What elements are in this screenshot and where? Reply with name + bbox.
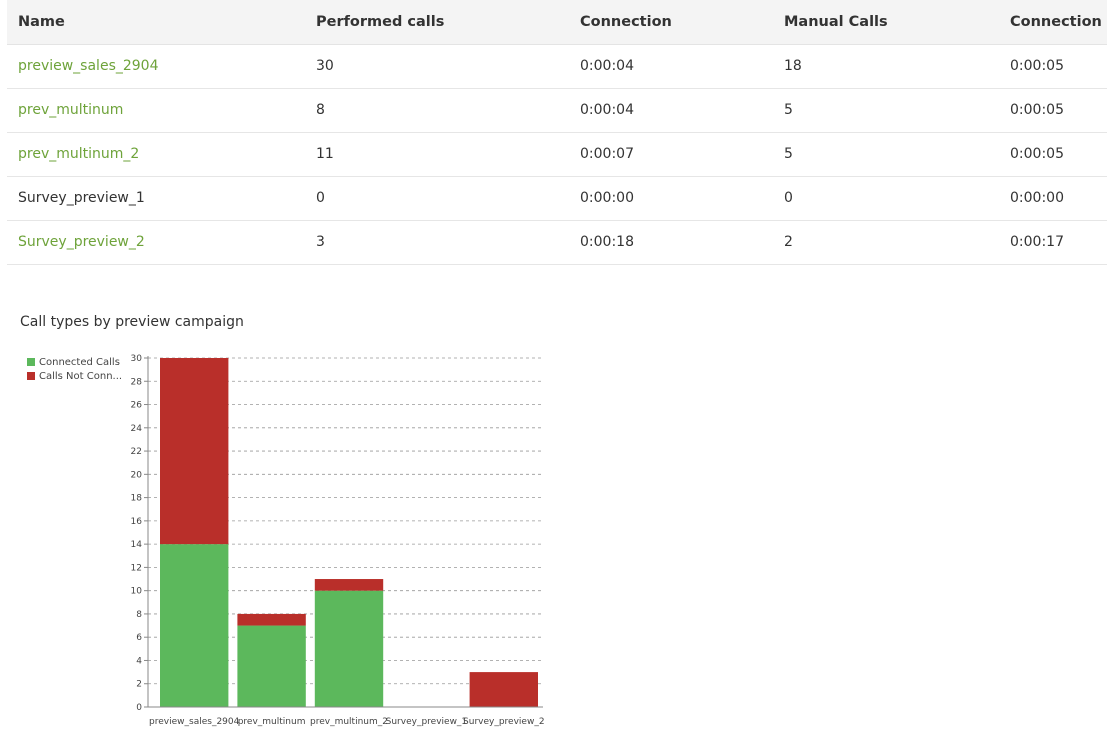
- bar-connected[interactable]: [314, 590, 384, 707]
- connection-cell: 0:00:04: [569, 88, 773, 133]
- chart-legend: Connected Calls Calls Not Conn...: [27, 355, 122, 383]
- legend-swatch-not-connected: [27, 372, 35, 380]
- connection-cell: 0:00:04: [569, 44, 773, 89]
- header-manual-calls[interactable]: Manual Calls: [773, 0, 999, 45]
- bars: [160, 358, 538, 707]
- bar-not-connected[interactable]: [469, 672, 538, 707]
- y-tick-label: 4: [136, 656, 142, 666]
- x-category-label: Survey_preview_1: [386, 717, 468, 727]
- x-category-label: Survey_preview_2: [463, 717, 545, 727]
- bar-connected[interactable]: [160, 544, 229, 707]
- performed-calls-cell: 3: [305, 220, 569, 265]
- y-tick-label: 20: [131, 470, 143, 480]
- manual-connection-cell: 0:00:05: [999, 132, 1107, 177]
- legend-item-not-connected[interactable]: Calls Not Conn...: [27, 369, 122, 383]
- header-connection[interactable]: Connection: [569, 0, 773, 45]
- table-header-row: Name Performed calls Connection Manual C…: [7, 0, 1107, 45]
- y-tick-label: 18: [131, 494, 143, 504]
- y-tick-label: 12: [131, 563, 142, 573]
- y-tick-label: 28: [131, 377, 143, 387]
- y-tick-label: 14: [131, 540, 143, 550]
- y-tick-label: 6: [136, 633, 142, 643]
- table-row: Survey_preview_2 3 0:00:18 2 0:00:17: [7, 220, 1107, 265]
- manual-connection-cell: 0:00:17: [999, 220, 1107, 265]
- x-category-label: preview_sales_2904: [149, 717, 240, 727]
- y-tick-label: 22: [131, 447, 142, 457]
- campaign-table: Name Performed calls Connection Manual C…: [7, 0, 1107, 265]
- header-performed-calls[interactable]: Performed calls: [305, 0, 569, 45]
- connection-cell: 0:00:00: [569, 176, 773, 221]
- campaign-name-link[interactable]: Survey_preview_2: [7, 220, 305, 265]
- performed-calls-cell: 11: [305, 132, 569, 177]
- manual-calls-cell: 5: [773, 132, 999, 177]
- manual-connection-cell: 0:00:05: [999, 44, 1107, 89]
- manual-calls-cell: 18: [773, 44, 999, 89]
- connection-cell: 0:00:07: [569, 132, 773, 177]
- axes: 024681012141618202224262830preview_sales…: [131, 354, 545, 727]
- campaign-table-container: Name Performed calls Connection Manual C…: [7, 0, 1107, 265]
- legend-item-connected[interactable]: Connected Calls: [27, 355, 122, 369]
- x-category-label: prev_multinum: [238, 717, 306, 727]
- table-row: prev_multinum 8 0:00:04 5 0:00:05: [7, 88, 1107, 133]
- y-tick-label: 26: [131, 401, 143, 411]
- manual-calls-cell: 5: [773, 88, 999, 133]
- y-tick-label: 8: [136, 610, 142, 620]
- performed-calls-cell: 8: [305, 88, 569, 133]
- performed-calls-cell: 0: [305, 176, 569, 221]
- bar-connected[interactable]: [237, 625, 306, 707]
- stacked-bar-chart: 024681012141618202224262830preview_sales…: [131, 354, 545, 727]
- y-tick-label: 24: [131, 424, 143, 434]
- legend-swatch-connected: [27, 358, 35, 366]
- legend-label-not-connected: Calls Not Conn...: [39, 370, 123, 382]
- y-tick-label: 30: [131, 354, 143, 364]
- campaign-name-link[interactable]: preview_sales_2904: [7, 44, 305, 89]
- campaign-name-link[interactable]: prev_multinum_2: [7, 132, 305, 177]
- y-tick-label: 10: [131, 587, 143, 597]
- legend-label-connected: Connected Calls: [39, 356, 120, 368]
- y-tick-label: 0: [136, 703, 142, 713]
- header-name[interactable]: Name: [7, 0, 305, 45]
- campaign-name: Survey_preview_1: [7, 176, 305, 221]
- campaign-name-link[interactable]: prev_multinum: [7, 88, 305, 133]
- table-row: preview_sales_2904 30 0:00:04 18 0:00:05: [7, 44, 1107, 89]
- x-category-label: prev_multinum_2: [310, 717, 388, 727]
- manual-connection-cell: 0:00:00: [999, 176, 1107, 221]
- performed-calls-cell: 30: [305, 44, 569, 89]
- chart-title: Call types by preview campaign: [20, 314, 244, 330]
- connection-cell: 0:00:18: [569, 220, 773, 265]
- table-row: prev_multinum_2 11 0:00:07 5 0:00:05: [7, 132, 1107, 177]
- manual-connection-cell: 0:00:05: [999, 88, 1107, 133]
- bar-not-connected[interactable]: [237, 613, 306, 626]
- header-connection-manual[interactable]: Connection: [999, 0, 1107, 45]
- manual-calls-cell: 2: [773, 220, 999, 265]
- y-tick-label: 16: [131, 517, 143, 527]
- table-row: Survey_preview_1 0 0:00:00 0 0:00:00: [7, 176, 1107, 221]
- bar-not-connected[interactable]: [314, 579, 384, 591]
- bar-not-connected[interactable]: [160, 358, 229, 545]
- y-tick-label: 2: [136, 680, 142, 690]
- manual-calls-cell: 0: [773, 176, 999, 221]
